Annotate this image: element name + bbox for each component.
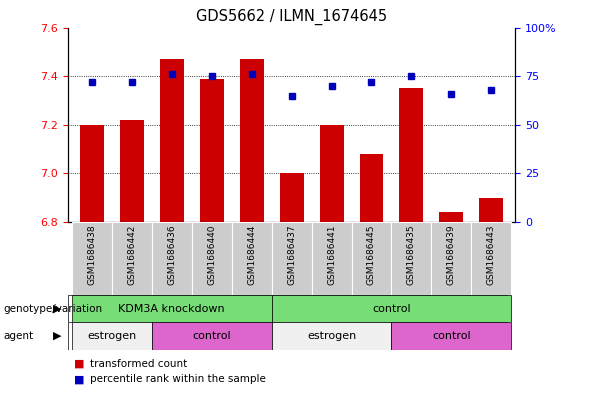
Text: GSM1686438: GSM1686438	[87, 224, 96, 285]
Bar	[280, 173, 303, 222]
Text: genotype/variation: genotype/variation	[3, 303, 102, 314]
Bar	[272, 322, 392, 350]
Text: GSM1686440: GSM1686440	[207, 224, 216, 285]
Text: GSM1686442: GSM1686442	[127, 224, 136, 285]
Bar	[152, 322, 272, 350]
Bar	[272, 295, 511, 322]
Text: GSM1686437: GSM1686437	[287, 224, 296, 285]
Title: GDS5662 / ILMN_1674645: GDS5662 / ILMN_1674645	[196, 9, 387, 25]
Bar	[359, 154, 383, 222]
Text: GSM1686443: GSM1686443	[487, 224, 496, 285]
Bar	[399, 88, 423, 222]
Bar	[200, 79, 224, 222]
Text: KDM3A knockdown: KDM3A knockdown	[118, 303, 225, 314]
Text: GSM1686439: GSM1686439	[447, 224, 456, 285]
Text: control: control	[192, 331, 231, 341]
Bar	[120, 120, 144, 222]
Text: GSM1686436: GSM1686436	[167, 224, 176, 285]
Text: ■: ■	[74, 358, 84, 369]
Bar	[352, 222, 392, 295]
Text: GSM1686441: GSM1686441	[327, 224, 336, 285]
Text: percentile rank within the sample: percentile rank within the sample	[90, 374, 266, 384]
Text: ▶: ▶	[53, 303, 61, 314]
Bar	[392, 222, 431, 295]
Bar	[112, 222, 152, 295]
Bar	[231, 222, 272, 295]
Bar	[392, 322, 511, 350]
Text: ▶: ▶	[53, 331, 61, 341]
Bar	[72, 222, 112, 295]
Bar	[439, 212, 464, 222]
Text: transformed count: transformed count	[90, 358, 187, 369]
Text: control: control	[432, 331, 471, 341]
Bar	[312, 222, 352, 295]
Bar	[272, 222, 312, 295]
Text: ■: ■	[74, 374, 84, 384]
Bar	[160, 59, 184, 222]
Bar	[240, 59, 263, 222]
Bar	[72, 295, 272, 322]
Bar	[191, 222, 231, 295]
Text: GSM1686445: GSM1686445	[367, 224, 376, 285]
Bar	[152, 222, 191, 295]
Bar	[72, 322, 152, 350]
Text: control: control	[372, 303, 411, 314]
Text: agent: agent	[3, 331, 33, 341]
Bar	[80, 125, 104, 222]
Text: estrogen: estrogen	[87, 331, 136, 341]
Bar	[479, 198, 504, 222]
Text: GSM1686444: GSM1686444	[247, 224, 256, 285]
Bar	[431, 222, 471, 295]
Text: GSM1686435: GSM1686435	[407, 224, 416, 285]
Bar	[471, 222, 511, 295]
Text: estrogen: estrogen	[307, 331, 356, 341]
Bar	[320, 125, 343, 222]
